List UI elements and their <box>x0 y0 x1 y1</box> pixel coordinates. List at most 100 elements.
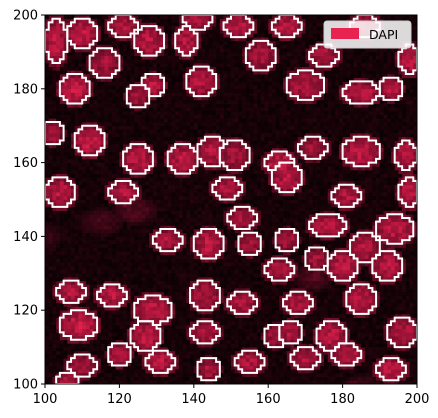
heatmap-cell <box>294 313 299 318</box>
heatmap-cell <box>182 347 187 352</box>
heatmap-cell <box>119 310 124 315</box>
heatmap-cell <box>268 221 273 226</box>
heatmap-cell <box>97 313 102 318</box>
heatmap-cell <box>405 273 410 278</box>
heatmap-cell <box>245 199 250 204</box>
heatmap-cell <box>74 299 79 304</box>
heatmap-cell <box>149 310 154 315</box>
heatmap-cell <box>231 376 236 381</box>
heatmap-cell <box>115 251 120 256</box>
heatmap-cell <box>78 372 83 377</box>
heatmap-cell <box>342 262 347 267</box>
heatmap-cell <box>286 295 291 300</box>
heatmap-cell <box>119 354 124 359</box>
heatmap-cell <box>126 214 131 219</box>
heatmap-cell <box>242 284 247 289</box>
heatmap-cell <box>149 288 154 293</box>
heatmap-cell <box>97 347 102 352</box>
heatmap-cell <box>160 347 165 352</box>
heatmap-cell <box>93 310 98 315</box>
heatmap-cell <box>219 328 224 333</box>
heatmap-cell <box>338 332 343 337</box>
heatmap-cell <box>405 332 410 337</box>
heatmap-cell <box>297 276 303 282</box>
heatmap-cell <box>52 369 57 374</box>
heatmap-cell <box>175 361 180 366</box>
heatmap-cell <box>305 336 310 341</box>
heatmap-cell <box>279 269 284 274</box>
heatmap-cell <box>134 317 139 322</box>
heatmap-cell <box>361 302 366 307</box>
heatmap-cell <box>309 299 314 304</box>
heatmap-cell <box>379 247 384 252</box>
heatmap-cell <box>297 240 303 245</box>
heatmap-cell <box>271 291 276 296</box>
heatmap-cell <box>164 295 169 300</box>
heatmap-cell <box>74 221 79 226</box>
heatmap-cell <box>45 288 50 293</box>
heatmap-cell <box>175 280 180 285</box>
heatmap-cell <box>59 354 64 359</box>
heatmap-cell <box>111 324 117 329</box>
heatmap-cell <box>123 339 128 344</box>
heatmap-cell <box>100 247 105 252</box>
heatmap-cell <box>123 276 128 282</box>
heatmap-cell <box>260 284 265 289</box>
heatmap-cell <box>324 276 329 282</box>
heatmap-cell <box>372 206 377 211</box>
heatmap-cell <box>409 354 414 359</box>
heatmap-cell <box>327 306 332 311</box>
heatmap-cell <box>104 217 109 222</box>
heatmap-cell <box>402 380 407 385</box>
heatmap-cell <box>119 217 124 222</box>
heatmap-cell <box>152 254 157 259</box>
heatmap-cell <box>171 203 176 208</box>
heatmap-cell <box>405 380 410 385</box>
heatmap-cell <box>387 236 392 241</box>
heatmap-cell <box>197 206 202 211</box>
heatmap-cell <box>394 358 399 363</box>
heatmap-cell <box>115 284 120 289</box>
heatmap-cell <box>353 313 358 318</box>
heatmap-cell <box>156 273 161 278</box>
heatmap-cell <box>149 210 154 215</box>
heatmap-cell <box>212 243 217 248</box>
heatmap-cell <box>227 347 232 352</box>
heatmap-cell <box>327 243 332 248</box>
heatmap-cell <box>372 376 377 381</box>
heatmap-cell <box>160 221 165 226</box>
heatmap-cell <box>409 251 414 256</box>
heatmap-cell <box>201 369 206 374</box>
heatmap-cell <box>208 291 213 296</box>
heatmap-cell <box>413 299 418 304</box>
heatmap-cell <box>63 225 68 230</box>
heatmap-cell <box>346 269 351 274</box>
heatmap-cell <box>178 265 183 270</box>
heatmap-cell <box>394 284 399 289</box>
heatmap-cell <box>245 284 250 289</box>
heatmap-cell <box>402 324 407 329</box>
heatmap-cell <box>160 376 165 381</box>
heatmap-cell <box>271 358 276 363</box>
heatmap-cell <box>357 254 362 259</box>
heatmap-cell <box>149 214 154 219</box>
heatmap-cell <box>268 217 273 222</box>
heatmap-cell <box>145 380 150 385</box>
heatmap-cell <box>234 361 239 366</box>
heatmap-cell <box>97 295 102 300</box>
heatmap-cell <box>324 369 329 374</box>
heatmap-cell <box>141 291 146 296</box>
heatmap-cell <box>85 247 90 252</box>
heatmap-cell <box>52 232 57 237</box>
heatmap-cell <box>208 365 213 370</box>
heatmap-cell <box>71 262 76 267</box>
heatmap-cell <box>82 203 87 208</box>
heatmap-cell <box>227 280 232 285</box>
heatmap-cell <box>78 265 83 270</box>
heatmap-cell <box>89 350 94 355</box>
heatmap-cell <box>89 310 94 315</box>
heatmap-cell <box>63 214 68 219</box>
heatmap-cell <box>413 221 418 226</box>
heatmap-cell <box>134 273 139 278</box>
heatmap-cell <box>286 310 291 315</box>
